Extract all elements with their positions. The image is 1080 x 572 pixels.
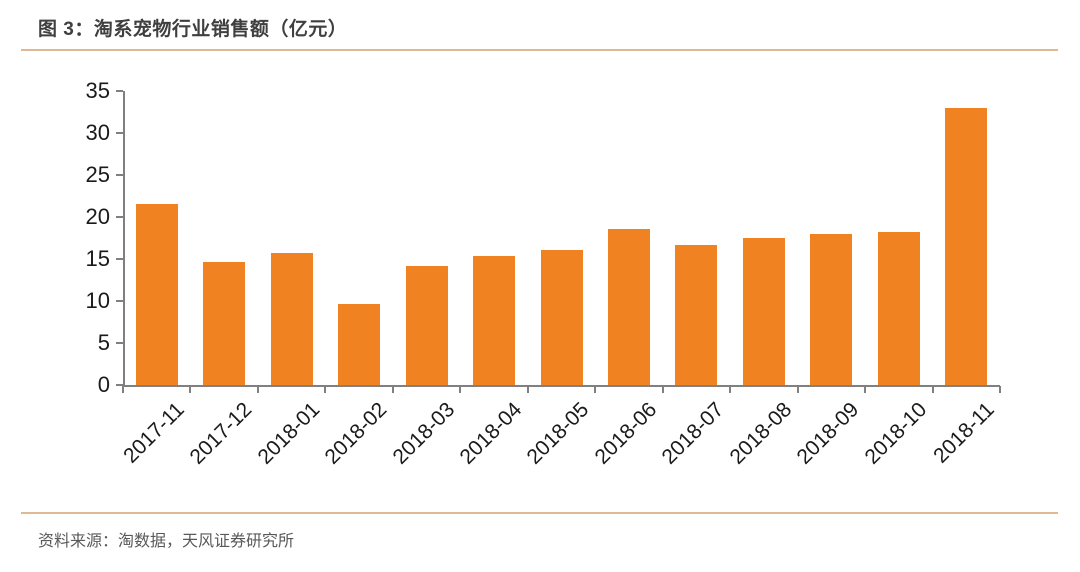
y-axis-tick-label: 20 (85, 204, 110, 229)
x-axis-tick-mark (864, 386, 867, 393)
y-axis-tick-mark (116, 342, 123, 344)
x-axis-tick-label: 2018-07 (657, 398, 729, 469)
y-axis-tick-mark (116, 384, 123, 386)
x-axis-tick-mark (729, 386, 732, 393)
y-axis-tick-mark (116, 174, 123, 176)
x-axis-tick-label: 2018-10 (860, 398, 932, 469)
x-axis-line (123, 385, 1000, 387)
x-axis-tick-label: 2018-01 (253, 398, 324, 469)
y-axis-line (123, 91, 125, 387)
x-axis-tick-mark (526, 386, 529, 393)
y-axis-tick-label: 5 (97, 330, 110, 355)
y-axis-tick-mark (116, 90, 123, 92)
bar (742, 238, 785, 385)
x-axis-tick-label: 2017-12 (185, 398, 257, 469)
y-axis-tick-label: 10 (85, 288, 110, 313)
x-axis-tick-label: 2018-09 (792, 398, 864, 469)
figure-title: 图 3：淘系宠物行业销售额（亿元） (38, 19, 348, 40)
x-axis-tick-mark (189, 386, 192, 393)
x-axis-tick-mark (999, 386, 1001, 393)
x-axis-tick-mark (459, 386, 462, 393)
bar (675, 244, 718, 385)
y-axis-tick-mark (116, 300, 123, 302)
x-axis-tick-mark (391, 386, 394, 393)
top-divider (21, 49, 1058, 51)
bar (135, 204, 178, 385)
y-axis-tick-mark (116, 258, 123, 260)
bar (540, 249, 583, 385)
bar (607, 228, 650, 385)
x-axis-tick-mark (796, 386, 799, 393)
source-note: 资料来源：淘数据，天风证券研究所 (38, 533, 295, 550)
x-axis-tick-mark (122, 386, 124, 393)
bar (405, 265, 448, 385)
y-axis-tick-label: 25 (85, 162, 110, 187)
x-axis-tick-mark (931, 386, 934, 393)
x-axis-tick-mark (661, 386, 664, 393)
bar (203, 262, 246, 385)
x-axis-tick-label: 2018-04 (455, 398, 527, 469)
bar (877, 232, 920, 385)
bar (338, 303, 381, 385)
y-axis-tick-label: 15 (85, 246, 110, 271)
x-axis-tick-label: 2018-06 (590, 398, 662, 469)
y-axis-tick-label: 30 (85, 120, 110, 145)
bottom-divider (21, 512, 1058, 514)
x-axis-tick-label: 2018-11 (928, 398, 999, 468)
x-axis-tick-label: 2018-05 (522, 398, 594, 469)
x-axis-tick-mark (594, 386, 597, 393)
y-axis-tick-mark (116, 132, 123, 134)
x-axis-tick-label: 2018-03 (388, 398, 459, 469)
bar (473, 256, 516, 385)
x-axis-tick-label: 2017-11 (119, 398, 189, 468)
sales-bar-chart: 0 5 10 15 20 25 30 35 2017-11 2017-12 2018-01 2018-… (85, 78, 1001, 469)
x-axis-tick-mark (324, 386, 327, 393)
x-axis-tick-label: 2018-02 (320, 398, 392, 469)
y-axis-tick-label: 0 (97, 372, 110, 397)
x-axis-tick-label: 2018-08 (725, 398, 797, 469)
bar (270, 253, 313, 385)
x-axis-tick-mark (256, 386, 259, 393)
bar (810, 233, 853, 385)
y-axis-tick-mark (116, 216, 123, 218)
bar (945, 107, 988, 385)
y-axis-tick-label: 35 (85, 78, 110, 103)
